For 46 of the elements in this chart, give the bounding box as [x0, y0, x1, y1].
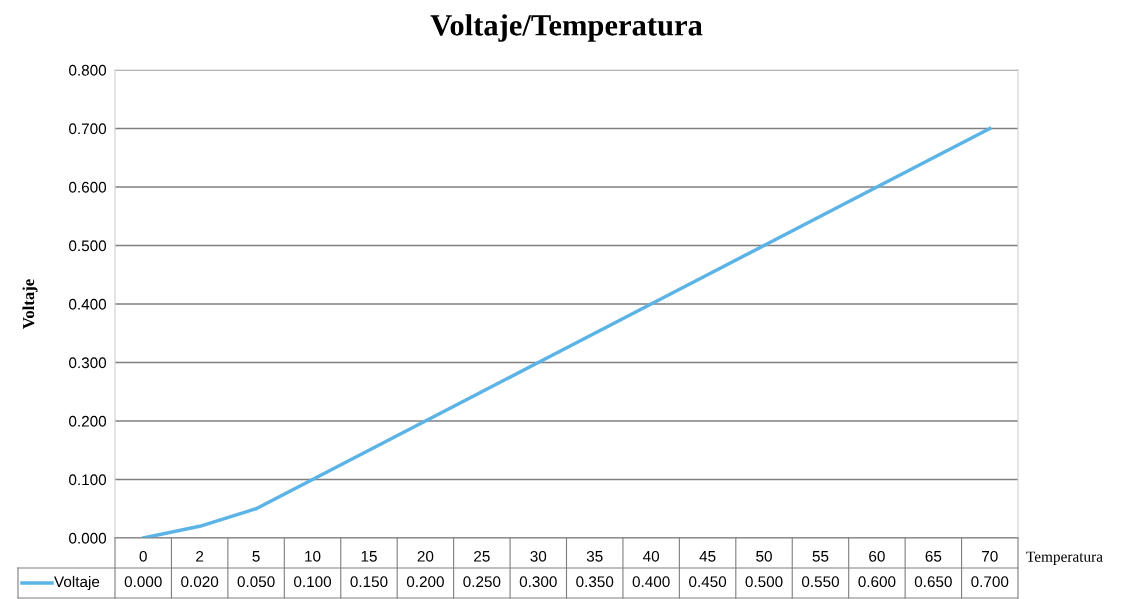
x-tick-label: 65 — [925, 550, 942, 562]
y-tick-label: 0.000 — [69, 532, 107, 544]
x-tick-label: 10 — [305, 550, 321, 562]
x-tick-label: 45 — [699, 551, 716, 562]
y-tick-label: 0.400 — [69, 298, 107, 310]
x-axis-title: Temperatura — [1026, 551, 1103, 565]
x-tick-label: 55 — [812, 551, 829, 562]
y-axis-title: Voltaje — [22, 279, 38, 329]
y-tick-label: 0.500 — [69, 240, 107, 252]
text: 0.400 — [632, 576, 670, 588]
x-tick-label: 70 — [982, 550, 998, 562]
text: 0.650 — [914, 576, 952, 588]
text: 0.600 — [858, 576, 896, 588]
text: 0.550 — [801, 576, 839, 588]
text: 0.300 — [519, 576, 557, 588]
text: 0.100 — [294, 576, 332, 588]
x-tick-label: 30 — [530, 550, 547, 562]
x-tick-label: 25 — [474, 550, 490, 562]
x-tick-label: 5 — [252, 551, 260, 562]
text: 0.150 — [350, 576, 388, 588]
x-tick-label: 2 — [196, 550, 204, 562]
text: 0.250 — [463, 576, 501, 588]
x-tick-label: 40 — [643, 550, 660, 562]
x-tick-label: 60 — [869, 550, 885, 562]
text: 0.020 — [181, 576, 219, 588]
text: 0.050 — [237, 576, 275, 588]
y-tick-label: 0.700 — [69, 123, 107, 135]
line-series — [141, 126, 992, 538]
text: 0.700 — [971, 576, 1009, 588]
y-tick-label: 0.800 — [69, 64, 107, 76]
text: 0.350 — [576, 576, 614, 588]
x-tick-label: 50 — [756, 550, 772, 562]
x-tick-label: 15 — [361, 551, 377, 562]
y-tick-label: 0.600 — [69, 181, 107, 193]
text: 0.200 — [406, 576, 444, 588]
y-tick-label: 0.100 — [69, 474, 107, 486]
y-tick-label: 0.200 — [69, 415, 107, 427]
x-tick-label: 0 — [139, 550, 147, 562]
text: 0.500 — [745, 576, 783, 588]
text: 0.000 — [124, 576, 162, 588]
text: 0.450 — [689, 576, 727, 588]
legend-label: Voltaje — [54, 575, 100, 591]
y-tick-label: 0.300 — [69, 357, 107, 369]
x-tick-label: 20 — [417, 550, 434, 562]
x-tick-label: 35 — [586, 550, 603, 562]
chart-title: Voltaje/Temperatura — [430, 14, 703, 42]
